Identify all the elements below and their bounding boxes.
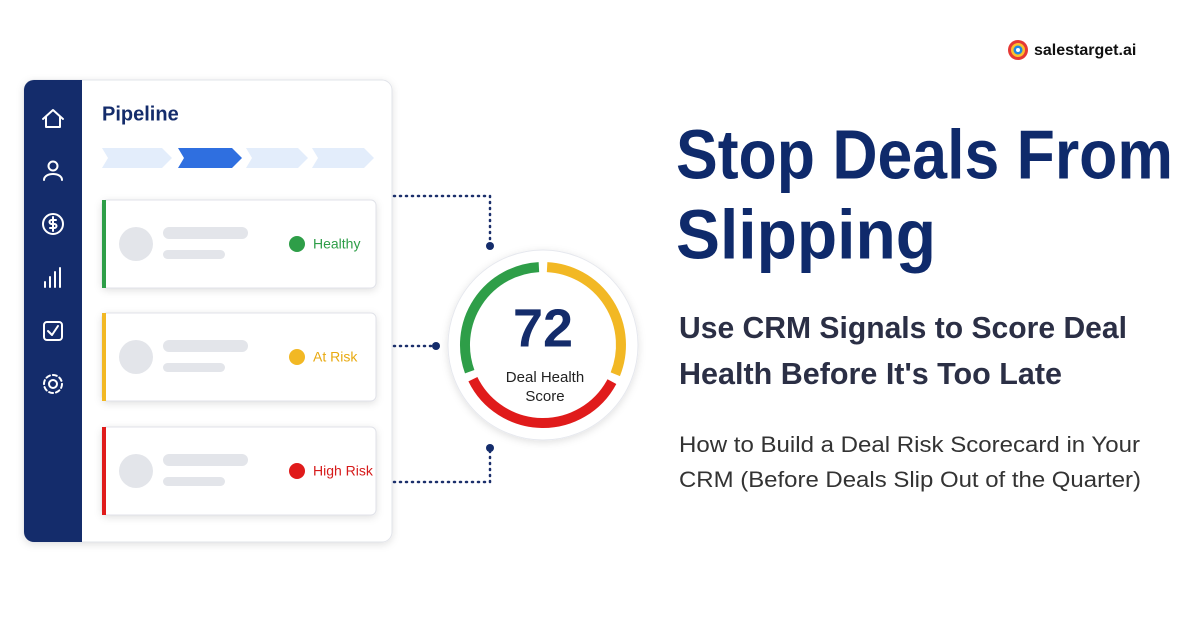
gauge-arc xyxy=(468,376,617,429)
status-label: High Risk xyxy=(313,463,374,479)
skeleton-line xyxy=(163,454,248,466)
headline-title: Stop Deals From xyxy=(676,115,1173,193)
pipeline-title: Pipeline xyxy=(102,103,179,125)
headline-description: CRM (Before Deals Slip Out of the Quarte… xyxy=(679,467,1141,492)
gauge-label: Deal Health xyxy=(506,369,584,386)
skeleton-line xyxy=(163,363,225,372)
status-dot xyxy=(289,463,305,479)
brand: salestarget.ai xyxy=(1008,40,1136,60)
headline-subtitle: Use CRM Signals to Score Deal xyxy=(679,310,1127,345)
avatar xyxy=(119,454,153,488)
avatar xyxy=(119,227,153,261)
gauge-face xyxy=(447,249,639,441)
gauge-label: Score xyxy=(525,388,564,405)
status-label: Healthy xyxy=(313,236,360,252)
brand-name: salestarget.ai xyxy=(1034,42,1136,59)
card-accent xyxy=(102,313,106,401)
deal-card: High Risk xyxy=(101,426,377,516)
avatar xyxy=(119,340,153,374)
deal-card: At Risk xyxy=(101,312,377,402)
deal-card: Healthy xyxy=(101,199,377,289)
headline-subtitle: Health Before It's Too Late xyxy=(679,356,1062,391)
connectors xyxy=(392,194,494,484)
status-dot xyxy=(289,236,305,252)
sidebar-icons xyxy=(42,109,64,394)
gauge-arc xyxy=(460,262,540,374)
skeleton-line xyxy=(163,227,248,239)
skeleton-line xyxy=(163,477,225,486)
skeleton-line xyxy=(163,340,248,352)
gauge-arc xyxy=(546,262,626,377)
gauge-score: 72 xyxy=(513,298,573,358)
pipeline-stages xyxy=(102,148,374,168)
status-label: At Risk xyxy=(313,349,358,365)
gauge-arcs xyxy=(460,262,626,429)
headline-title: Slipping xyxy=(676,195,936,273)
headline-description: How to Build a Deal Risk Scorecard in Yo… xyxy=(679,432,1140,457)
sidebar xyxy=(24,80,82,542)
card-accent xyxy=(102,427,106,515)
skeleton-line xyxy=(163,250,225,259)
card-accent xyxy=(102,200,106,288)
status-dot xyxy=(289,349,305,365)
